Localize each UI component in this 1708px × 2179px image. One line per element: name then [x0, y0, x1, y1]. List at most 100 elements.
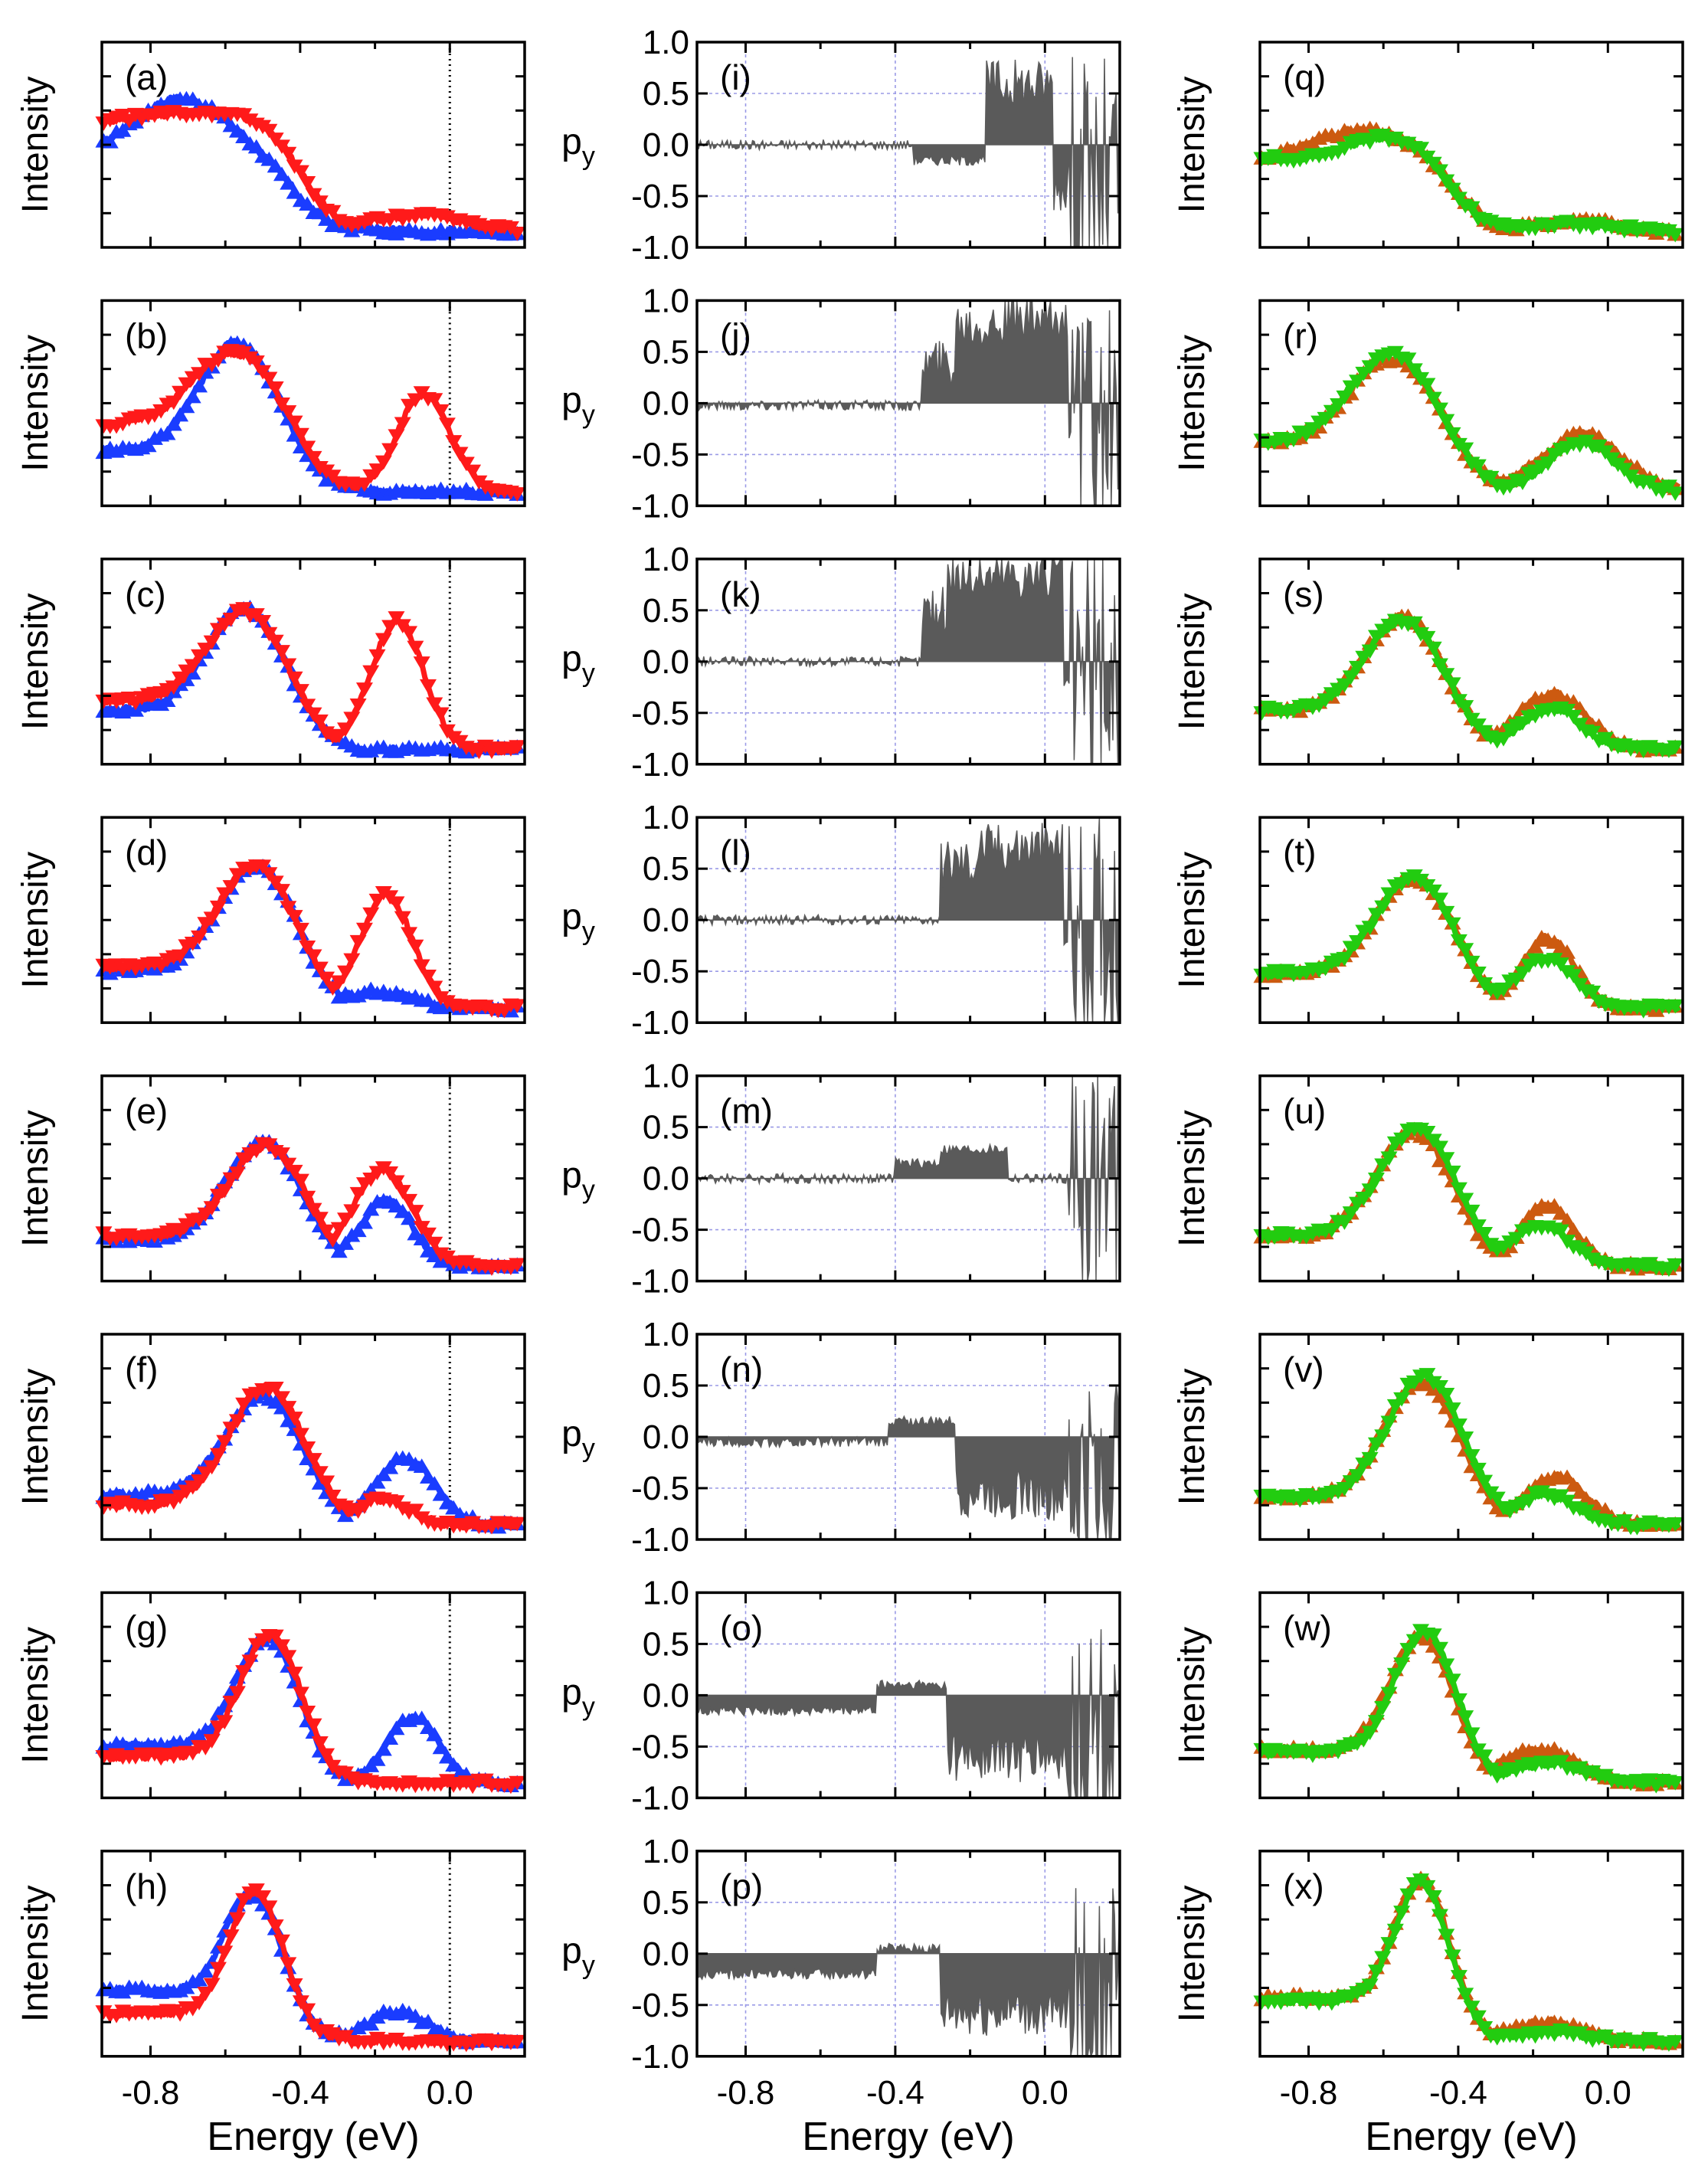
- data-marker: [286, 1412, 303, 1426]
- data-marker: [159, 425, 176, 440]
- data-marker: [368, 1752, 386, 1766]
- data-marker: [1444, 917, 1461, 932]
- data-marker: [273, 1639, 290, 1654]
- data-marker: [299, 1190, 316, 1206]
- data-marker: [1546, 1198, 1563, 1212]
- series-orange: [1253, 1627, 1684, 1791]
- y-tick-label: 1.0: [643, 24, 689, 61]
- y-tick-label: -1.0: [631, 229, 689, 267]
- panel-label: (e): [125, 1091, 168, 1131]
- data-marker: [368, 649, 386, 664]
- panel-v: Intensity (v): [1172, 1333, 1684, 1541]
- data-marker: [203, 635, 221, 650]
- data-marker: [1418, 1880, 1436, 1895]
- data-marker: [1323, 1223, 1340, 1238]
- data-marker: [324, 1489, 342, 1504]
- series-line: [101, 862, 521, 1014]
- data-marker: [1361, 921, 1379, 935]
- data-marker: [254, 614, 272, 630]
- data-marker: [318, 971, 335, 986]
- y-tick-label: 0.5: [643, 1625, 689, 1663]
- series-green: [1253, 869, 1684, 1019]
- series-line: [1260, 1627, 1679, 1789]
- data-marker: [1438, 905, 1455, 921]
- data-marker: [286, 1164, 303, 1179]
- panel-label: (q): [1283, 57, 1326, 97]
- data-marker: [1476, 1749, 1494, 1764]
- data-marker: [1463, 955, 1481, 970]
- data-marker: [1361, 1726, 1379, 1741]
- polarization-fill: [696, 1629, 1121, 1799]
- data-marker: [184, 388, 201, 404]
- data-marker: [1457, 1431, 1474, 1446]
- panel-label: (h): [125, 1867, 168, 1906]
- data-marker: [438, 417, 456, 433]
- panel-label: (f): [125, 1350, 158, 1389]
- data-marker: [1469, 1462, 1487, 1477]
- data-marker: [1469, 966, 1487, 981]
- data-marker: [362, 665, 380, 680]
- data-marker: [216, 1183, 234, 1199]
- data-marker: [1431, 892, 1448, 908]
- plot-frame: [695, 1333, 1121, 1541]
- data-marker: [1336, 390, 1353, 405]
- data-marker: [267, 158, 284, 173]
- data-marker: [1284, 433, 1302, 447]
- polarization-fill: [696, 817, 1121, 1023]
- series-line: [1260, 612, 1680, 755]
- panel-j: py 1.0 0.5 0.0 -0.5 -1.0 (j): [561, 282, 1121, 525]
- data-marker: [401, 1210, 418, 1225]
- data-marker: [1330, 398, 1347, 413]
- data-marker: [1367, 1965, 1385, 1979]
- data-marker: [1380, 887, 1398, 902]
- data-marker: [1374, 1701, 1392, 1716]
- y-tick-label: -0.5: [631, 695, 689, 732]
- series-red: [95, 602, 526, 760]
- data-marker: [1488, 1491, 1506, 1507]
- data-marker: [1463, 1449, 1481, 1464]
- data-marker: [407, 1205, 424, 1219]
- panel-label: (m): [720, 1091, 773, 1131]
- panel-b: Intensity (b): [15, 299, 526, 508]
- data-marker: [1349, 660, 1366, 676]
- data-marker: [311, 1736, 329, 1751]
- data-marker: [1457, 442, 1474, 457]
- data-marker: [311, 714, 329, 729]
- data-marker: [337, 722, 355, 738]
- data-marker: [432, 1486, 450, 1501]
- series-line: [103, 859, 522, 1014]
- data-marker: [299, 940, 316, 955]
- series-red: [95, 1381, 526, 1535]
- data-marker: [355, 477, 373, 492]
- y-tick-label: 1.0: [643, 1574, 689, 1611]
- data-marker: [299, 440, 316, 456]
- data-marker: [355, 682, 373, 697]
- data-marker: [260, 1900, 278, 1916]
- y-tick-label: -1.0: [631, 1004, 689, 1042]
- polarization-fill: [696, 1075, 1121, 1281]
- data-marker: [260, 123, 278, 139]
- data-marker: [1431, 1380, 1448, 1395]
- y-tick-label: 0.5: [643, 1109, 689, 1147]
- panel-label: (j): [720, 316, 751, 355]
- data-marker: [191, 1474, 208, 1489]
- data-marker: [260, 867, 278, 882]
- data-marker: [1476, 1227, 1494, 1242]
- data-marker: [209, 1961, 227, 1977]
- data-marker: [343, 1204, 361, 1219]
- data-marker: [209, 900, 227, 915]
- y-tick-label: 0.0: [643, 1160, 689, 1198]
- data-marker: [286, 1978, 303, 1993]
- data-marker: [401, 626, 418, 641]
- data-marker: [292, 922, 309, 937]
- data-marker: [216, 1435, 234, 1450]
- data-marker: [1399, 1643, 1417, 1657]
- panel-t: Intensity (t): [1172, 816, 1684, 1024]
- data-marker: [337, 1235, 355, 1250]
- data-marker: [286, 184, 303, 199]
- data-marker: [247, 139, 265, 154]
- data-marker: [159, 692, 176, 707]
- y-axis-label: py: [561, 1156, 595, 1205]
- data-marker: [343, 953, 361, 968]
- data-marker: [388, 1720, 405, 1736]
